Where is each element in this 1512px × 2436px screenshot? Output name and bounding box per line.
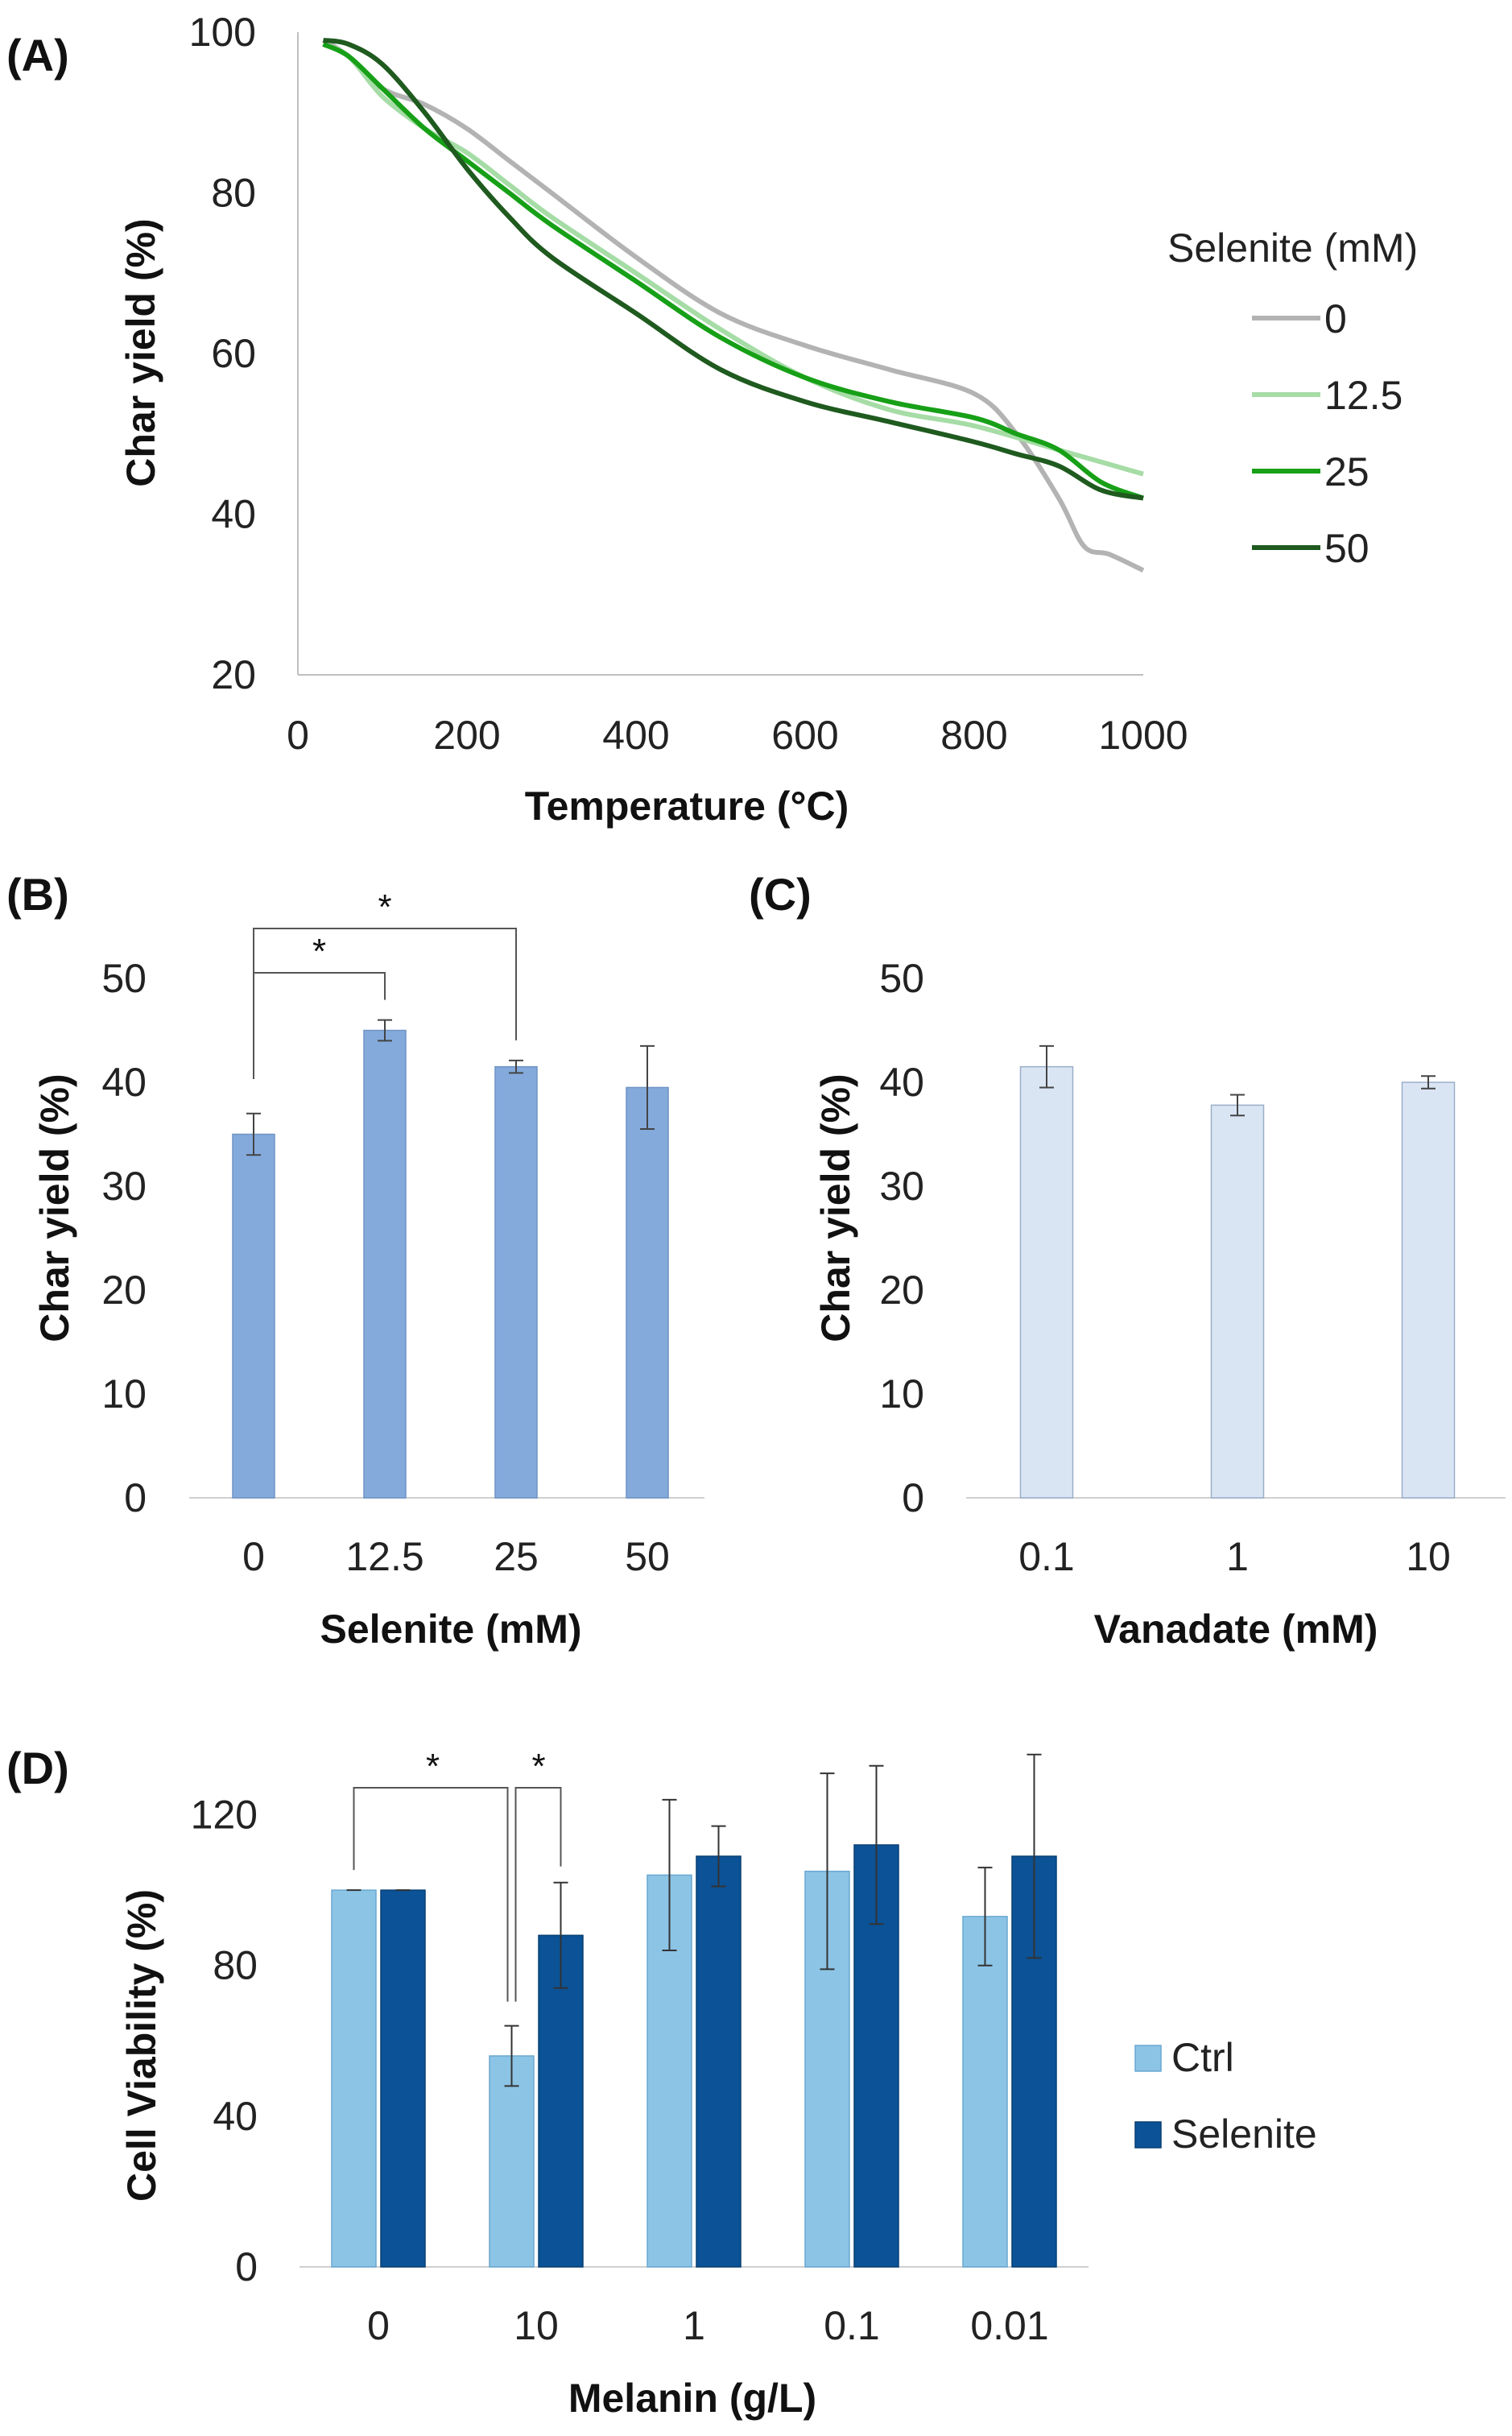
panel-c-y-tick-label: 10 <box>879 1371 924 1417</box>
panel-c-x-axis-title: Vanadate (mM) <box>1094 1607 1378 1652</box>
panel-b-bar-0 <box>232 1133 275 1499</box>
panel-a-x-tick-label: 200 <box>433 713 500 758</box>
panel-a-series-line-12.5 <box>322 42 1144 477</box>
panel-a-y-tick-label: 60 <box>211 331 256 376</box>
panel-c-y-tick-label: 30 <box>879 1164 924 1209</box>
panel-b-significance-star: * <box>312 932 326 971</box>
panel-b-y-tick-label: 0 <box>124 1475 147 1520</box>
panel-a-x-tick-label: 400 <box>602 713 669 758</box>
panel-d-legend-label: Ctrl <box>1171 2035 1234 2080</box>
panel-d-legend-label: Selenite <box>1171 2111 1317 2157</box>
panel-a-x-axis-title: Temperature (°C) <box>525 784 849 829</box>
panel-d-bar-ctrl-0.01 <box>962 1916 1008 2268</box>
panel-b-y-tick-label: 40 <box>101 1060 147 1105</box>
panel-d-bar-selenite-0 <box>380 1889 426 2268</box>
panel-a-line-chart: (A) 20 40 60 80 100 0 200 400 600 800 1000 Temper… <box>6 10 1418 829</box>
panel-d-y-tick-label: 120 <box>191 1793 258 1838</box>
panel-a-label: (A) <box>6 30 69 81</box>
panel-b-bar-50 <box>626 1086 669 1499</box>
panel-a-x-tick-label: 600 <box>771 713 838 758</box>
panel-a-series-line-50 <box>323 37 1144 501</box>
panel-b-x-tick-label: 25 <box>494 1534 539 1579</box>
panel-d-y-tick-label: 40 <box>213 2094 258 2139</box>
panel-c-y-axis-title: Char yield (%) <box>813 1073 858 1342</box>
panel-d-significance-star: * <box>426 1747 440 1786</box>
panel-c-y-tick-label: 20 <box>879 1268 924 1313</box>
panel-d-bar-selenite-1 <box>696 1855 742 2268</box>
panel-d-legend: Ctrl Selenite <box>1134 2035 1317 2157</box>
panel-a-legend-title: Selenite (mM) <box>1167 225 1418 271</box>
panel-b-bar-chart: (B) 0 10 20 30 40 50 0 12.5 25 50 * * Selenite (m… <box>6 869 704 1652</box>
panel-c-bar-10 <box>1401 1082 1456 1499</box>
panel-a-y-tick-label: 80 <box>211 171 256 216</box>
panel-b-y-tick-label: 30 <box>101 1164 147 1209</box>
panel-d-legend-swatch <box>1134 2045 1162 2072</box>
panel-d-significance-star: * <box>531 1747 545 1786</box>
panel-a-x-tick-label: 1000 <box>1098 713 1188 758</box>
panel-d-y-tick-label: 0 <box>235 2244 258 2289</box>
panel-c-bar-0.1 <box>1019 1065 1074 1499</box>
panel-b-y-tick-label: 50 <box>101 956 147 1001</box>
panel-b-y-tick-label: 10 <box>101 1371 147 1417</box>
panel-b-x-axis-title: Selenite (mM) <box>320 1607 581 1652</box>
panel-b-y-tick-label: 20 <box>101 1268 147 1313</box>
panel-a-legend-label: 25 <box>1324 449 1369 494</box>
panel-b-x-tick-label: 12.5 <box>345 1534 423 1579</box>
panel-d-x-axis-title: Melanin (g/L) <box>568 2376 816 2421</box>
panel-d-x-tick-label: 0 <box>367 2303 390 2348</box>
panel-c-x-tick-label: 10 <box>1406 1534 1451 1579</box>
panel-a-legend: Selenite (mM) 0 12.5 25 50 <box>1167 225 1418 571</box>
panel-d-y-tick-label: 80 <box>213 1943 258 1988</box>
panel-d-significance-bracket <box>514 1787 562 2002</box>
panel-d-label: (D) <box>6 1743 69 1793</box>
panel-c-x-tick-label: 0.1 <box>1018 1534 1075 1579</box>
panel-d-y-axis-title: Cell Viability (%) <box>119 1889 164 2202</box>
panel-d-bar-ctrl-0 <box>331 1889 377 2268</box>
panel-b-significance-bracket <box>253 972 386 1035</box>
panel-b-label: (B) <box>6 869 69 920</box>
panel-c-x-tick-label: 1 <box>1226 1534 1249 1579</box>
panel-d-x-tick-label: 0.1 <box>824 2303 880 2348</box>
panel-c-y-tick-label: 50 <box>879 956 924 1001</box>
panel-a-series-line-0 <box>321 38 1145 573</box>
panel-a-legend-label: 12.5 <box>1324 373 1403 418</box>
panel-a-y-tick-label: 100 <box>189 10 256 55</box>
panel-d-legend-swatch <box>1134 2121 1162 2149</box>
panel-d-bar-selenite-0.1 <box>853 1844 899 2268</box>
panel-a-legend-label: 50 <box>1324 526 1369 571</box>
panel-c-y-tick-label: 0 <box>902 1475 924 1520</box>
panel-b-bar-25 <box>494 1065 538 1499</box>
panel-b-bar-12.5 <box>363 1029 407 1499</box>
panel-b-x-tick-label: 0 <box>242 1534 265 1579</box>
panel-c-label: (C) <box>749 869 812 920</box>
panel-d-x-tick-label: 10 <box>514 2303 559 2348</box>
panel-d-x-tick-label: 1 <box>683 2303 705 2348</box>
panel-d-bar-chart: (D) 0 40 80 120 0 10 1 0.1 0.01 * * Melanin (g/L… <box>6 1743 1317 2421</box>
panel-c-bar-1 <box>1210 1104 1265 1499</box>
panel-a-series-line-25 <box>322 42 1145 501</box>
panel-c-y-tick-label: 40 <box>879 1060 924 1105</box>
panel-d-bar-selenite-10 <box>538 1934 584 2268</box>
panel-d-significance-bracket <box>353 1787 509 2002</box>
panel-d-bar-ctrl-10 <box>489 2055 535 2268</box>
panel-a-y-tick-label: 20 <box>211 652 256 697</box>
panel-a-y-tick-label: 40 <box>211 492 256 537</box>
panel-a-x-tick-label: 0 <box>287 713 309 758</box>
panel-a-y-axis-title: Char yield (%) <box>118 218 163 486</box>
panel-c-bar-chart: (C) 0 10 20 30 40 50 0.1 1 10 Vanadate (mM) Cha… <box>749 869 1506 1652</box>
panel-a-x-tick-label: 800 <box>940 713 1007 758</box>
panel-b-significance-bracket <box>253 928 517 1079</box>
panel-b-y-axis-title: Char yield (%) <box>32 1073 77 1342</box>
panel-b-significance-star: * <box>378 887 391 927</box>
panel-a-legend-label: 0 <box>1324 296 1347 341</box>
panel-d-x-tick-label: 0.01 <box>970 2303 1048 2348</box>
panel-b-x-tick-label: 50 <box>625 1534 670 1579</box>
